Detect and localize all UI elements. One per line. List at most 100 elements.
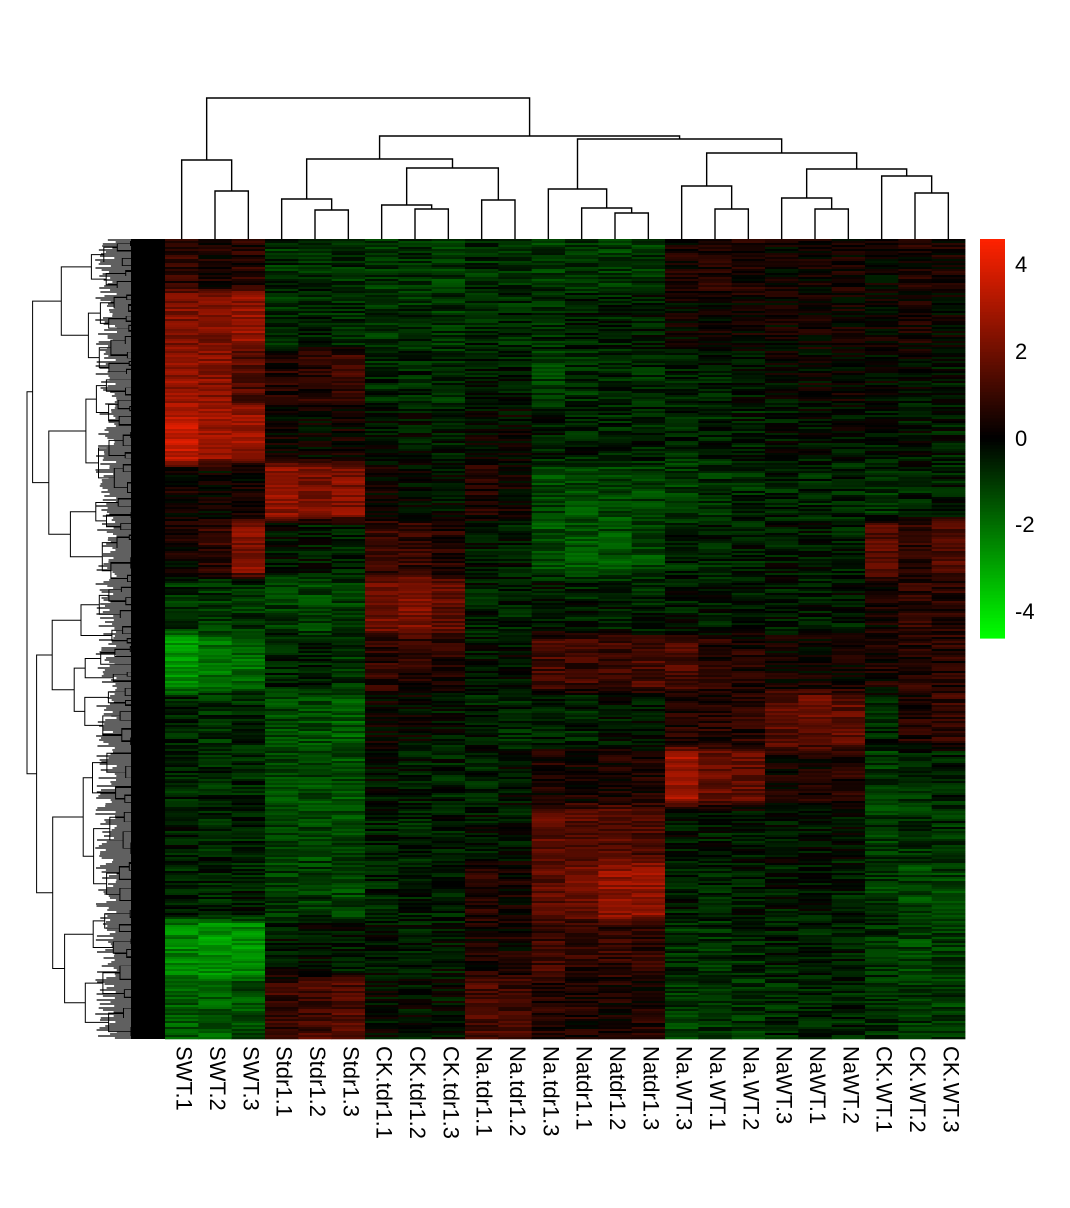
heatmap-row bbox=[165, 615, 966, 618]
heatmap-cell bbox=[765, 371, 799, 374]
heatmap-cell bbox=[831, 601, 866, 604]
heatmap-cell bbox=[331, 549, 366, 552]
heatmap-cell bbox=[265, 359, 299, 362]
heatmap-cell bbox=[331, 591, 366, 594]
heatmap-cell bbox=[398, 375, 433, 378]
heatmap-cell bbox=[765, 407, 799, 410]
heatmap-cell bbox=[165, 627, 199, 630]
heatmap-cell bbox=[865, 291, 899, 294]
heatmap-cell bbox=[565, 347, 599, 350]
heatmap-cell bbox=[898, 369, 933, 372]
heatmap-cell bbox=[498, 349, 533, 352]
heatmap-cell bbox=[331, 371, 366, 374]
heatmap-cell bbox=[365, 515, 399, 518]
heatmap-cell bbox=[798, 389, 833, 392]
heatmap-cell bbox=[931, 339, 966, 342]
heatmap-cell bbox=[165, 393, 199, 396]
heatmap-cell bbox=[231, 279, 266, 282]
heatmap-cell bbox=[231, 353, 266, 356]
heatmap-cell bbox=[765, 491, 799, 494]
heatmap-cell bbox=[631, 447, 666, 450]
heatmap-cell bbox=[331, 243, 366, 246]
heatmap-cell bbox=[898, 481, 933, 484]
heatmap-cell bbox=[365, 397, 399, 400]
heatmap-cell bbox=[298, 261, 333, 264]
heatmap-cell bbox=[598, 481, 633, 484]
heatmap-cell bbox=[198, 581, 233, 584]
heatmap-cell bbox=[365, 635, 399, 638]
heatmap-cell bbox=[231, 345, 266, 348]
heatmap-cell bbox=[265, 623, 299, 626]
heatmap-cell bbox=[498, 561, 533, 564]
heatmap-cell bbox=[531, 635, 566, 638]
heatmap-cell bbox=[265, 579, 299, 582]
heatmap-cell bbox=[198, 511, 233, 514]
heatmap-cell bbox=[365, 321, 399, 324]
heatmap-cell bbox=[265, 345, 299, 348]
heatmap-cell bbox=[798, 505, 833, 508]
heatmap-cell bbox=[431, 617, 466, 620]
heatmap-cell bbox=[631, 519, 666, 522]
heatmap-cell bbox=[531, 397, 566, 400]
heatmap-cell bbox=[265, 587, 299, 590]
heatmap-cell bbox=[698, 475, 733, 478]
heatmap-cell bbox=[731, 425, 766, 428]
heatmap-cell bbox=[765, 401, 799, 404]
heatmap-cell bbox=[865, 607, 899, 610]
heatmap-cell bbox=[831, 475, 866, 478]
heatmap-cell bbox=[231, 247, 266, 250]
heatmap-cell bbox=[165, 413, 199, 416]
heatmap-cell bbox=[698, 581, 733, 584]
heatmap-row bbox=[165, 459, 966, 462]
heatmap-cell bbox=[531, 241, 566, 244]
heatmap-cell bbox=[265, 385, 299, 388]
heatmap-cell bbox=[498, 309, 533, 312]
heatmap-cell bbox=[665, 303, 699, 306]
heatmap-cell bbox=[198, 241, 233, 244]
heatmap-cell bbox=[365, 421, 399, 424]
heatmap-cell bbox=[498, 491, 533, 494]
heatmap-cell bbox=[365, 411, 399, 414]
heatmap-cell bbox=[598, 463, 633, 466]
heatmap-cell bbox=[398, 621, 433, 624]
heatmap-cell bbox=[798, 247, 833, 250]
heatmap-cell bbox=[198, 631, 233, 634]
heatmap-cell bbox=[765, 621, 799, 624]
heatmap-cell bbox=[598, 619, 633, 622]
heatmap-cell bbox=[798, 259, 833, 262]
heatmap-cell bbox=[331, 605, 366, 608]
heatmap-cell bbox=[898, 389, 933, 392]
heatmap-cell bbox=[431, 535, 466, 538]
heatmap-cell bbox=[631, 525, 666, 528]
heatmap-cell bbox=[431, 613, 466, 616]
heatmap-cell bbox=[631, 269, 666, 272]
heatmap-cell bbox=[898, 351, 933, 354]
heatmap-cell bbox=[865, 619, 899, 622]
heatmap-cell bbox=[631, 591, 666, 594]
heatmap-cell bbox=[631, 273, 666, 276]
heatmap-row bbox=[165, 257, 966, 260]
heatmap-cell bbox=[598, 613, 633, 616]
heatmap-cell bbox=[298, 535, 333, 538]
heatmap-cell bbox=[731, 319, 766, 322]
heatmap-row bbox=[165, 535, 966, 538]
heatmap-cell bbox=[398, 239, 433, 242]
heatmap-cell bbox=[865, 363, 899, 366]
heatmap-cell bbox=[565, 463, 599, 466]
heatmap-cell bbox=[631, 373, 666, 376]
heatmap-cell bbox=[298, 321, 333, 324]
heatmap-cell bbox=[331, 581, 366, 584]
heatmap-cell bbox=[931, 277, 966, 280]
heatmap-cell bbox=[731, 369, 766, 372]
heatmap-row bbox=[165, 603, 966, 606]
heatmap-cell bbox=[931, 373, 966, 376]
heatmap-cell bbox=[765, 459, 799, 462]
heatmap-cell bbox=[498, 369, 533, 372]
heatmap-cell bbox=[465, 511, 499, 514]
heatmap-cell bbox=[165, 339, 199, 342]
heatmap-cell bbox=[631, 503, 666, 506]
heatmap-cell bbox=[231, 485, 266, 488]
heatmap-cell bbox=[631, 311, 666, 314]
heatmap-cell bbox=[298, 411, 333, 414]
heatmap-cell bbox=[598, 247, 633, 250]
